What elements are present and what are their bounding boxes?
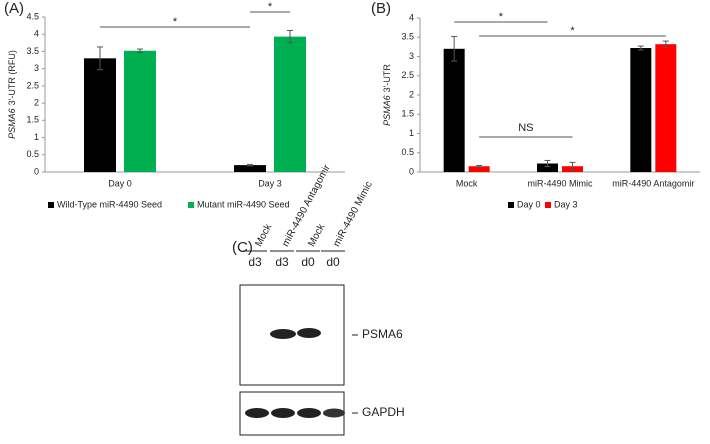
bar	[630, 48, 652, 172]
y-axis-label-italic: PSMA6	[7, 108, 17, 139]
bar	[655, 44, 677, 172]
y-axis-label-text: 3'-UTR	[382, 64, 392, 93]
y-tick-label: 4	[409, 12, 414, 22]
significance-label: *	[268, 1, 273, 13]
legend-label: Day 3	[554, 199, 578, 209]
legend-label: Wild-Type miR-4490 Seed	[57, 199, 162, 209]
y-tick-label: 0.5	[401, 147, 414, 157]
bar	[84, 58, 116, 173]
bar	[234, 165, 266, 172]
panel-label: (B)	[371, 0, 391, 17]
y-tick-label: 0	[34, 166, 39, 176]
y-tick-label: 1.5	[401, 109, 414, 119]
y-tick-label: 2	[409, 89, 414, 99]
lane-day: d3	[275, 255, 289, 269]
y-axis-label: PSMA6 3'-UTR	[382, 64, 392, 126]
significance-label: *	[570, 25, 575, 37]
y-axis-label-text: 3'-UTR (RFU)	[7, 50, 17, 105]
blot-band	[297, 328, 321, 338]
error-bar	[544, 159, 551, 168]
lane-treatment: Mock	[306, 222, 327, 249]
x-tick-label: Day 3	[258, 178, 282, 188]
y-tick-label: 2	[34, 97, 39, 107]
y-tick-label: 1	[34, 132, 39, 142]
y-tick-label: 3	[34, 63, 39, 73]
y-tick-label: 0.5	[26, 149, 39, 159]
y-tick-label: 3.5	[401, 32, 414, 42]
error-bar	[451, 35, 458, 62]
y-tick-label: 2.5	[401, 70, 414, 80]
lane-treatment: Mock	[253, 222, 274, 249]
bar	[537, 163, 558, 172]
y-tick-label: 3	[409, 51, 414, 61]
bar	[468, 166, 490, 172]
error-bar	[662, 40, 669, 48]
band-label: PSMA6	[362, 327, 403, 341]
error-bar	[97, 46, 103, 71]
lane-treatment: miR-4490 Mimic	[331, 180, 375, 249]
y-tick-label: 0	[409, 166, 414, 176]
bar	[124, 50, 156, 172]
y-tick-label: 2.5	[26, 80, 39, 90]
blot-band	[297, 408, 321, 418]
y-tick-label: 3.5	[26, 46, 39, 56]
bar	[274, 36, 306, 173]
error-bar	[569, 161, 576, 171]
panel-label: (A)	[4, 0, 24, 17]
blot-band	[271, 408, 295, 418]
y-tick-label: 1	[409, 128, 414, 138]
x-tick-label: miR-4490 Antagomir	[612, 178, 694, 188]
legend-swatch	[508, 202, 514, 208]
significance-label: NS	[518, 122, 533, 134]
y-tick-label: 1.5	[26, 115, 39, 125]
legend-label: Day 0	[517, 199, 541, 209]
legend-swatch	[188, 202, 194, 208]
lane-day: d0	[301, 255, 315, 269]
y-tick-label: 4	[34, 29, 39, 39]
y-tick-label: 4.5	[26, 11, 39, 21]
error-bar	[476, 164, 483, 168]
lane-day: d3	[248, 255, 262, 269]
x-tick-label: Day 0	[108, 178, 132, 188]
blot-band	[245, 408, 269, 418]
panel-label: (C)	[232, 239, 253, 256]
error-bar	[637, 45, 644, 51]
legend-label: Mutant miR-4490 Seed	[197, 199, 290, 209]
x-tick-label: miR-4490 Mimic	[527, 178, 593, 188]
lane-day: d0	[326, 255, 340, 269]
bar	[443, 48, 465, 172]
error-bar	[137, 48, 143, 53]
y-axis-label-italic: PSMA6	[382, 95, 392, 126]
error-bar	[247, 163, 253, 167]
blot-band	[270, 329, 296, 339]
y-axis-label: PSMA6 3'-UTR (RFU)	[7, 50, 17, 139]
x-tick-label: Mock	[456, 178, 478, 188]
error-bar	[287, 29, 293, 44]
significance-label: *	[499, 11, 504, 23]
legend-swatch	[545, 202, 551, 208]
significance-label: *	[173, 16, 178, 28]
band-label: GAPDH	[362, 405, 405, 419]
legend-swatch	[48, 202, 54, 208]
blot-band	[323, 408, 345, 418]
